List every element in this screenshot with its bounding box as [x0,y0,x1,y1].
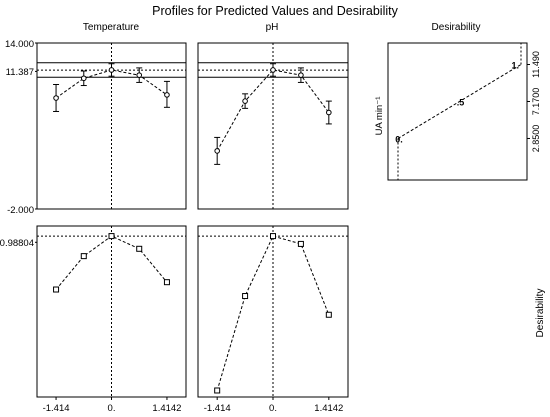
ph-predicted-point [214,148,220,154]
y-tick-minus-2: -2.000 [7,205,34,216]
x-tick-labels: -1.414 0. 1.4142 -1.414 0. 1.4142 [43,397,343,414]
desirability-function-y-tick-label: 11.490 [531,51,541,78]
desirability-function-y-tick-label: 2.8500 [531,125,541,153]
desirability-function-panel: 0. .5 1. 11.490 7.1700 2.8500 UA min⁻¹ [374,42,541,181]
temperature-x-tick-label: -1.414 [43,403,70,414]
y-tick-desirability: 0.98804 [0,238,34,249]
ph-predicted-line [216,69,330,152]
temperature-desirability-point [80,253,87,260]
ph-predicted-point [270,67,276,73]
temperature-desirability-point [53,286,60,293]
ph-predicted-point [242,98,248,104]
ph-desirability-point [242,293,249,300]
desirability-function-y-label: UA min⁻¹ [374,97,385,136]
ph-desirability-point [325,311,332,318]
temperature-predicted-point [164,92,170,98]
desirability-function-y-tick-label: 7.1700 [531,88,541,116]
ph-desirability-point [214,387,221,394]
desirability-function-point-label: 1. [511,60,519,70]
temperature-predicted-point [53,95,59,101]
temperature-desirability-point [136,245,143,252]
temperature-predicted-point [136,72,143,78]
ph-column-title: pH [266,22,279,33]
temperature-column-title: Temperature [83,22,140,33]
ph-predicted-point [326,109,332,116]
ph-x-tick-label: 1.4142 [314,403,343,414]
ph-x-tick-label: 0. [269,403,277,414]
y-tick-optimum: 11.387 [6,67,34,78]
temperature-desirability-point [108,233,115,240]
ph-x-tick-label: -1.414 [204,403,231,414]
desirability-function-point-label: .5 [457,97,465,107]
desirability-axis-label: Desirability [535,289,546,338]
desirability-function-point-label: 0. [395,134,403,144]
temperature-x-tick-label: 1.4142 [152,403,181,414]
temperature-desirability-panel [36,225,187,398]
desirability-function-title: Desirability [432,22,481,33]
chart-title: Profiles for Predicted Values and Desira… [152,4,398,18]
temperature-desirability-point [163,279,170,286]
temperature-x-tick-label: 0. [108,403,116,414]
ph-predicted-point [298,72,304,78]
y-tick-14: 14.000 [5,39,34,50]
ph-desirability-line [216,235,330,391]
ph-predicted-panel [197,42,349,210]
temperature-predicted-point [80,75,87,82]
temperature-predicted-panel [36,42,187,210]
ph-desirability-point [297,240,304,247]
ph-desirability-point [270,233,276,240]
desirability-function-frame [387,42,528,181]
desirability-function-line [397,64,522,139]
ph-desirability-panel [197,225,349,398]
temperature-predicted-point [108,67,115,73]
